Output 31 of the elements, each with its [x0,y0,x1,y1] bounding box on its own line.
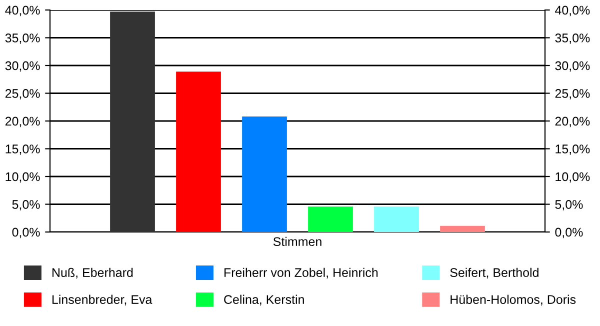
legend-label: Nuß, Eberhard [52,268,133,279]
legend-label: Freiherr von Zobel, Heinrich [224,268,378,279]
text: 5,0% [555,200,583,210]
legend-label: Celina, Kerstin [224,294,304,306]
y-tick-label: 35,0% [5,34,40,44]
bar [440,226,485,232]
legend-label: Linsenbreder, Eva [52,294,152,306]
legend-label: Seifert, Berthold [450,268,538,279]
text: 30,0% [555,61,590,72]
bar [176,72,221,232]
y-tick-label: 15,0% [6,144,40,155]
x-tick-label: Stimmen [273,236,322,246]
bar [110,12,155,232]
text: 20,0% [555,116,590,128]
y-tick-label: 40,0% [5,6,40,16]
text: 10,0% [556,172,590,183]
text: 15,0% [556,144,590,155]
text: 25,0% [555,89,590,100]
y-tick-label: 10,0% [6,172,40,183]
bar [242,116,287,232]
bar [308,206,353,232]
text: 0,0% [555,228,583,238]
y-tick-label: 30,0% [5,61,40,72]
y-tick-label: 5,0% [12,200,40,210]
legend-label: Hüben-Holomos, Doris [450,294,576,306]
y-tick-label: 25,0% [5,89,40,100]
bar [374,206,419,232]
y-tick-label: 0,0% [12,228,40,238]
y-tick-label: 20,0% [5,116,40,128]
text: 40,0% [555,6,590,16]
text: 35,0% [555,34,590,44]
